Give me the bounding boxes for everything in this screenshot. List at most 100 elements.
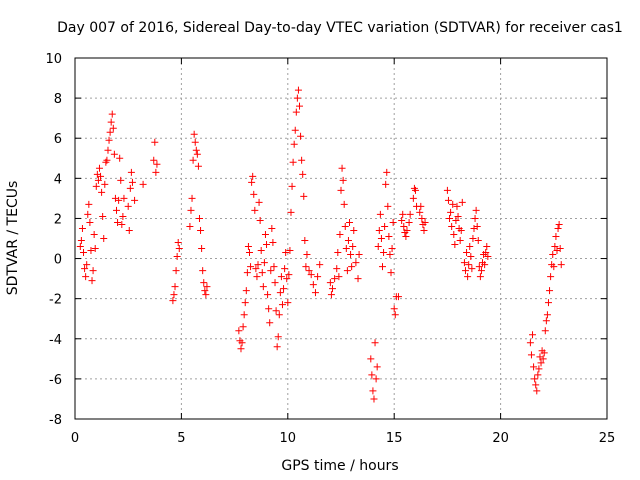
data-point bbox=[261, 230, 269, 238]
data-point bbox=[251, 206, 259, 214]
data-point bbox=[103, 156, 111, 164]
data-point bbox=[94, 176, 102, 184]
data-point bbox=[368, 371, 376, 379]
data-point bbox=[483, 243, 491, 251]
data-point bbox=[331, 275, 339, 283]
y-tick-label: 2 bbox=[54, 212, 62, 227]
data-point bbox=[557, 261, 565, 269]
data-point bbox=[326, 279, 334, 287]
data-point bbox=[406, 210, 414, 218]
data-point bbox=[373, 363, 381, 371]
data-point bbox=[477, 267, 485, 275]
y-tick-label: -8 bbox=[49, 413, 62, 428]
data-point bbox=[191, 138, 199, 146]
data-point bbox=[114, 218, 122, 226]
data-point bbox=[541, 327, 549, 335]
data-point bbox=[237, 345, 245, 353]
data-point bbox=[552, 232, 560, 240]
data-point bbox=[296, 102, 304, 110]
data-point bbox=[405, 218, 413, 226]
data-point bbox=[390, 305, 398, 313]
data-point bbox=[104, 146, 112, 154]
data-point bbox=[272, 307, 280, 315]
data-point bbox=[336, 230, 344, 238]
data-point bbox=[267, 267, 275, 275]
data-point bbox=[339, 176, 347, 184]
data-point bbox=[153, 160, 161, 168]
data-point bbox=[526, 339, 534, 347]
data-point bbox=[270, 263, 278, 271]
data-point bbox=[244, 243, 252, 251]
data-point bbox=[400, 222, 408, 230]
data-point bbox=[249, 172, 257, 180]
data-points bbox=[76, 86, 565, 403]
data-point bbox=[200, 279, 208, 287]
data-point bbox=[173, 253, 181, 261]
data-point bbox=[372, 375, 380, 383]
data-point bbox=[175, 245, 183, 253]
data-point bbox=[293, 94, 301, 102]
data-point bbox=[283, 275, 291, 283]
data-point bbox=[532, 381, 540, 389]
data-point bbox=[77, 237, 85, 245]
data-point bbox=[457, 226, 465, 234]
y-tick-label: -4 bbox=[49, 333, 62, 348]
data-point bbox=[314, 273, 322, 281]
data-point bbox=[534, 371, 542, 379]
data-point bbox=[203, 283, 211, 291]
data-point bbox=[276, 289, 284, 297]
y-tick-label: 8 bbox=[54, 92, 62, 107]
data-point bbox=[444, 196, 452, 204]
data-point bbox=[466, 243, 474, 251]
data-point bbox=[355, 251, 363, 259]
data-point bbox=[118, 220, 126, 228]
data-point bbox=[198, 245, 206, 253]
data-point bbox=[274, 333, 282, 341]
data-point bbox=[328, 285, 336, 293]
data-point bbox=[186, 222, 194, 230]
data-point bbox=[549, 251, 557, 259]
data-point bbox=[189, 156, 197, 164]
chart-title: Day 007 of 2016, Sidereal Day-to-day VTE… bbox=[57, 20, 623, 36]
data-point bbox=[346, 218, 354, 226]
data-point bbox=[235, 327, 243, 335]
data-point bbox=[289, 158, 297, 166]
data-point bbox=[343, 267, 351, 275]
data-point bbox=[539, 355, 547, 363]
data-point bbox=[271, 279, 279, 287]
data-point bbox=[543, 311, 551, 319]
data-point bbox=[259, 283, 267, 291]
data-point bbox=[527, 351, 535, 359]
data-point bbox=[255, 198, 263, 206]
data-point bbox=[291, 126, 299, 134]
data-point bbox=[110, 150, 118, 158]
data-point bbox=[260, 259, 268, 267]
data-point bbox=[112, 206, 120, 214]
data-point bbox=[298, 156, 306, 164]
data-point bbox=[250, 190, 258, 198]
data-point bbox=[376, 210, 384, 218]
data-point bbox=[544, 299, 552, 307]
data-point bbox=[128, 178, 136, 186]
data-point bbox=[386, 251, 394, 259]
data-point bbox=[418, 214, 426, 222]
data-point bbox=[83, 261, 91, 269]
data-point bbox=[454, 212, 462, 220]
data-point bbox=[547, 273, 555, 281]
data-point bbox=[266, 319, 274, 327]
data-point bbox=[264, 291, 272, 299]
data-point bbox=[555, 220, 563, 228]
data-point bbox=[174, 239, 182, 247]
data-point bbox=[421, 218, 429, 226]
data-point bbox=[269, 239, 277, 247]
data-point bbox=[202, 291, 210, 299]
data-point bbox=[391, 311, 399, 319]
data-point bbox=[126, 184, 134, 192]
data-point bbox=[284, 299, 292, 307]
data-point bbox=[375, 226, 383, 234]
data-point bbox=[533, 387, 541, 395]
data-point bbox=[482, 249, 490, 257]
data-point bbox=[76, 243, 84, 251]
data-point bbox=[333, 265, 341, 273]
data-point bbox=[349, 243, 357, 251]
